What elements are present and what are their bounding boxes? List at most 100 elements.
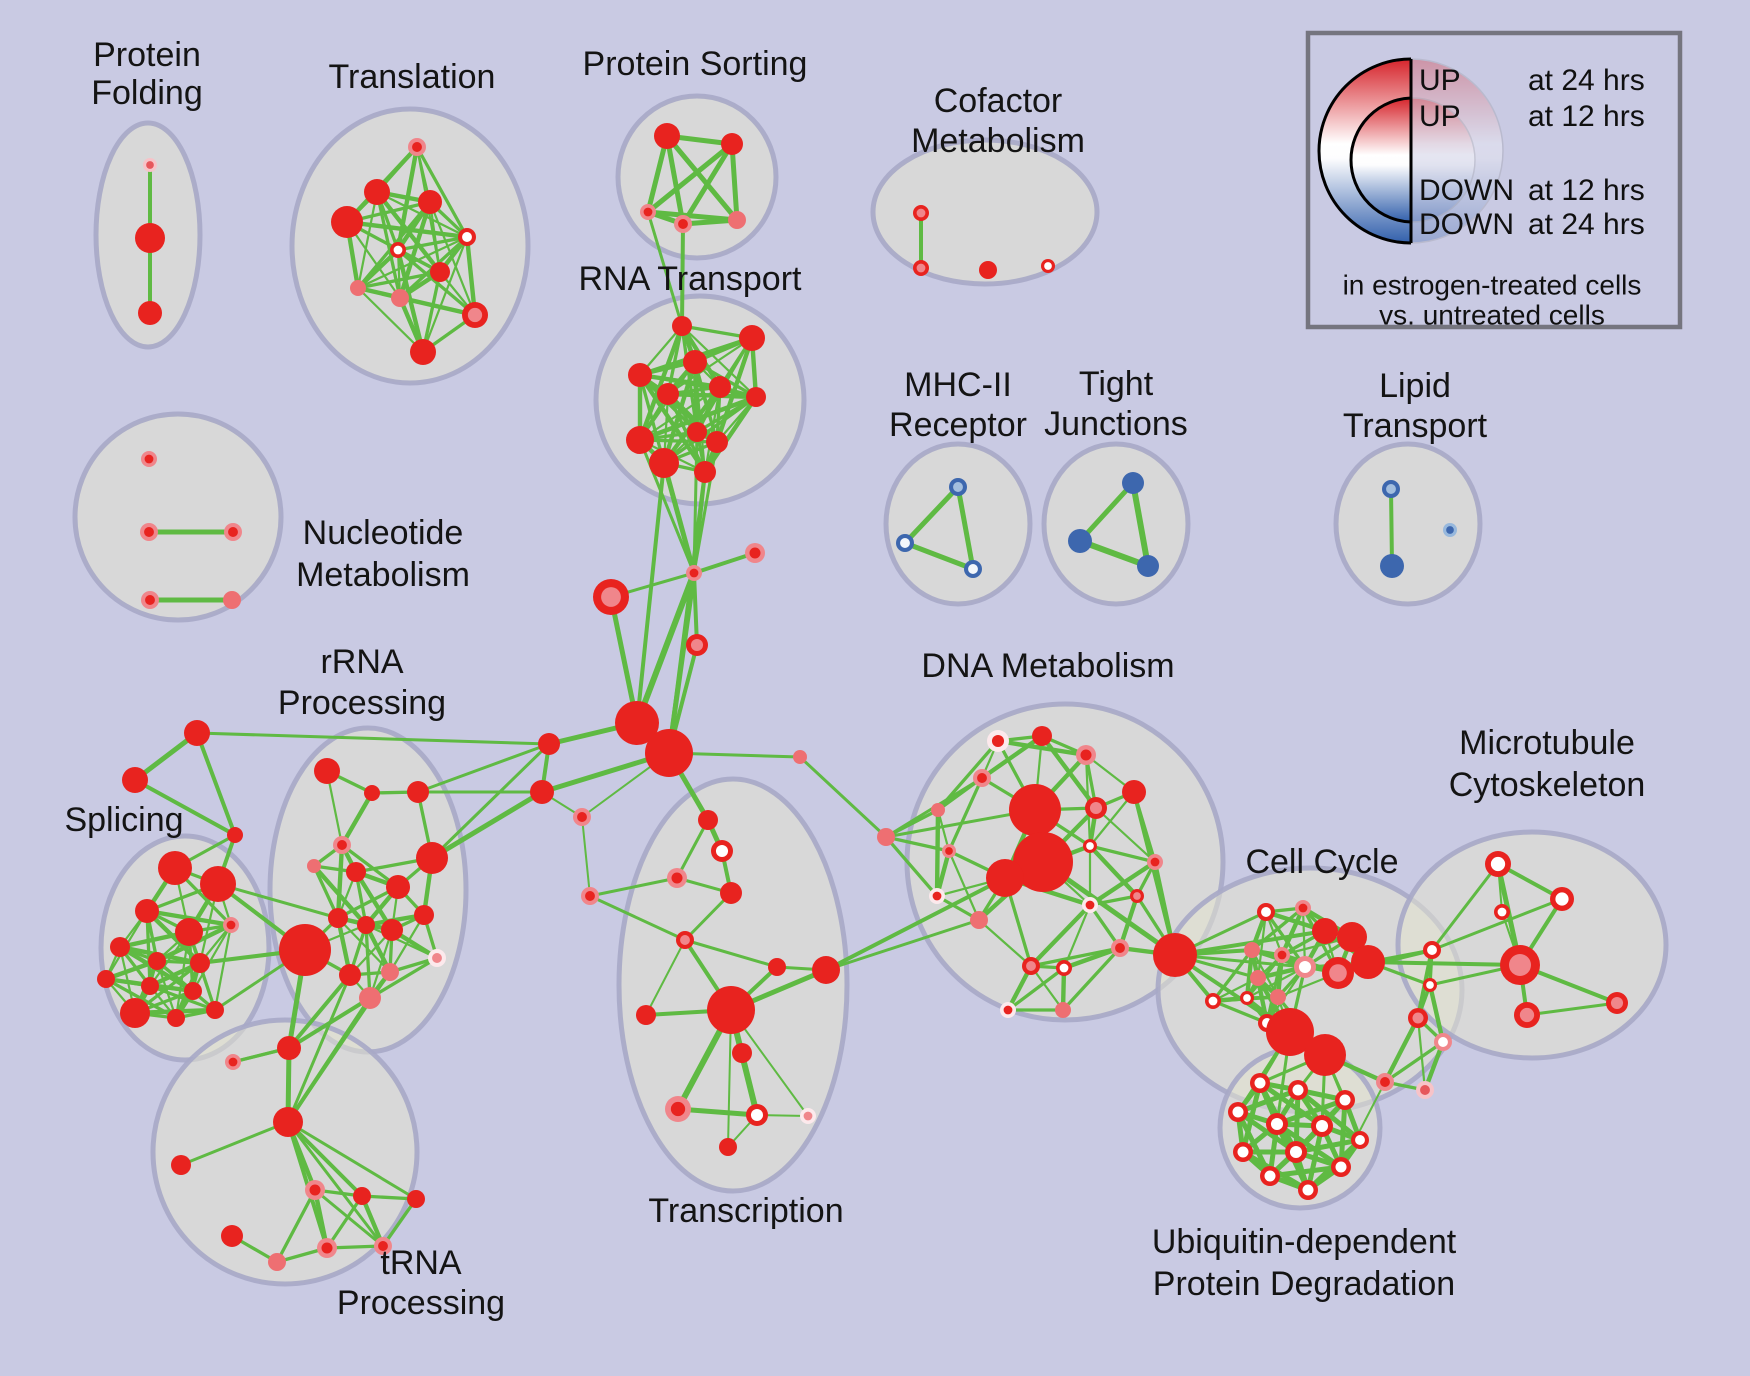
edge [1087,859,1158,908]
network-node-rt-7-outer [687,422,707,442]
network-node-dm-2-inner [1080,749,1092,761]
network-node-rt-1-outer [739,325,765,351]
network-node-cc-7-inner [1298,960,1312,974]
network-node-br-5-outer [645,729,693,777]
network-node-rt-3-outer [628,363,652,387]
edge [588,876,679,898]
edge [884,835,939,898]
network-node-tc-7-outer [768,958,786,976]
network-node-rr-7-outer [386,875,410,899]
network-node-sp-6-outer [148,952,166,970]
network-node-cc-4-outer [1351,945,1385,979]
edge [368,928,394,1000]
network-node-br-7-outer [530,780,554,804]
network-node-lp-1-outer [1380,554,1404,578]
cluster-label-tr: Translation [329,58,496,96]
edge [1366,960,1522,967]
edge [635,461,666,725]
network-node-ps-4-outer [728,211,746,229]
network-node-tc-6-outer [636,1005,656,1025]
network-node-trn-6-outer [268,1253,286,1271]
network-node-tc-5-inner [680,935,690,945]
edge [415,145,469,239]
edge [1382,1015,1421,1085]
edge [286,1120,385,1248]
network-node-pf-1-outer [135,223,165,253]
edge [1087,843,1140,899]
edge [421,270,442,354]
network-node-rr-17-outer [277,1036,301,1060]
network-node-rt-9-outer [706,431,728,453]
edge [680,324,758,399]
edge [1389,487,1394,568]
network-node-tr-8-outer [391,289,409,307]
edge [356,190,379,290]
edge [1264,910,1307,969]
network-node-ub-5-inner [1315,1119,1329,1133]
network-node-dm-13-outer [970,911,988,929]
cluster-ellipse-nm [72,411,284,623]
cluster-label-cc: Cell Cycle [1245,843,1398,881]
network-node-dm-15-inner [1150,857,1160,867]
legend-donut-glyph [1317,57,1504,245]
network-node-trn-7-inner [321,1242,333,1254]
edge [388,913,426,974]
edge [1430,862,1500,952]
edge [977,918,1033,968]
network-node-dm-14-inner [1086,842,1094,850]
edge [1211,948,1254,1003]
edge [1028,902,1093,969]
legend-down12-dir: DOWN [1419,174,1514,207]
edge [662,395,758,465]
cluster-label-cf: Cofactor [934,82,1063,120]
edge [665,391,720,445]
network-node-cc-20-inner [1380,1077,1390,1087]
edge [103,958,160,982]
network-node-rr-2-outer [407,781,429,803]
edge [902,540,976,572]
edge [1006,966,1066,1012]
network-node-cf-1-inner [916,263,926,273]
network-node-trn-8-inner [378,1241,388,1251]
edge [1061,946,1122,1012]
edge [325,1194,364,1250]
network-node-cc-17-inner [1426,981,1434,989]
network-node-rr-12-outer [279,924,331,976]
edge [213,923,233,1012]
network-node-tc-8-outer [812,956,840,984]
network-node-tr-9-inner [467,307,483,323]
network-node-tj-0-outer [1122,472,1144,494]
network-node-tr-5-inner [393,245,403,255]
network-node-rt-2-outer [683,350,707,374]
network-node-nm-0-inner [144,454,154,464]
edge [1274,1097,1348,1127]
edge [638,385,722,442]
edge [581,816,591,897]
edge [368,956,439,1000]
network-node-dm-8-outer [1013,832,1073,892]
network-node-dm-9-outer [986,859,1024,897]
cluster-label-mh: MHC-II [904,366,1012,404]
edge [947,849,981,922]
network-node-ps-2-inner [643,207,653,217]
network-node-rr-1-outer [364,785,380,801]
edge [675,1106,760,1118]
network-node-br-4-outer [615,701,659,745]
network-node-ps-1-outer [721,133,743,155]
edge [979,733,1045,781]
edge [645,939,686,1016]
network-node-br-1-inner [749,547,761,559]
edge [637,323,685,443]
network-node-trn-5-outer [221,1225,243,1247]
network-node-ub-7-inner [1237,1146,1249,1158]
network-node-tr-1-outer [364,179,390,205]
edge [947,776,984,853]
network-node-rt-11-outer [694,461,716,483]
edge [634,570,697,726]
network-node-rr-6-outer [416,842,448,874]
edge [1130,480,1151,569]
network-node-st-0-outer [184,720,210,746]
network-node-br-2-inner [601,587,621,607]
legend-caption-line1: in estrogen-treated cells [1343,269,1642,300]
